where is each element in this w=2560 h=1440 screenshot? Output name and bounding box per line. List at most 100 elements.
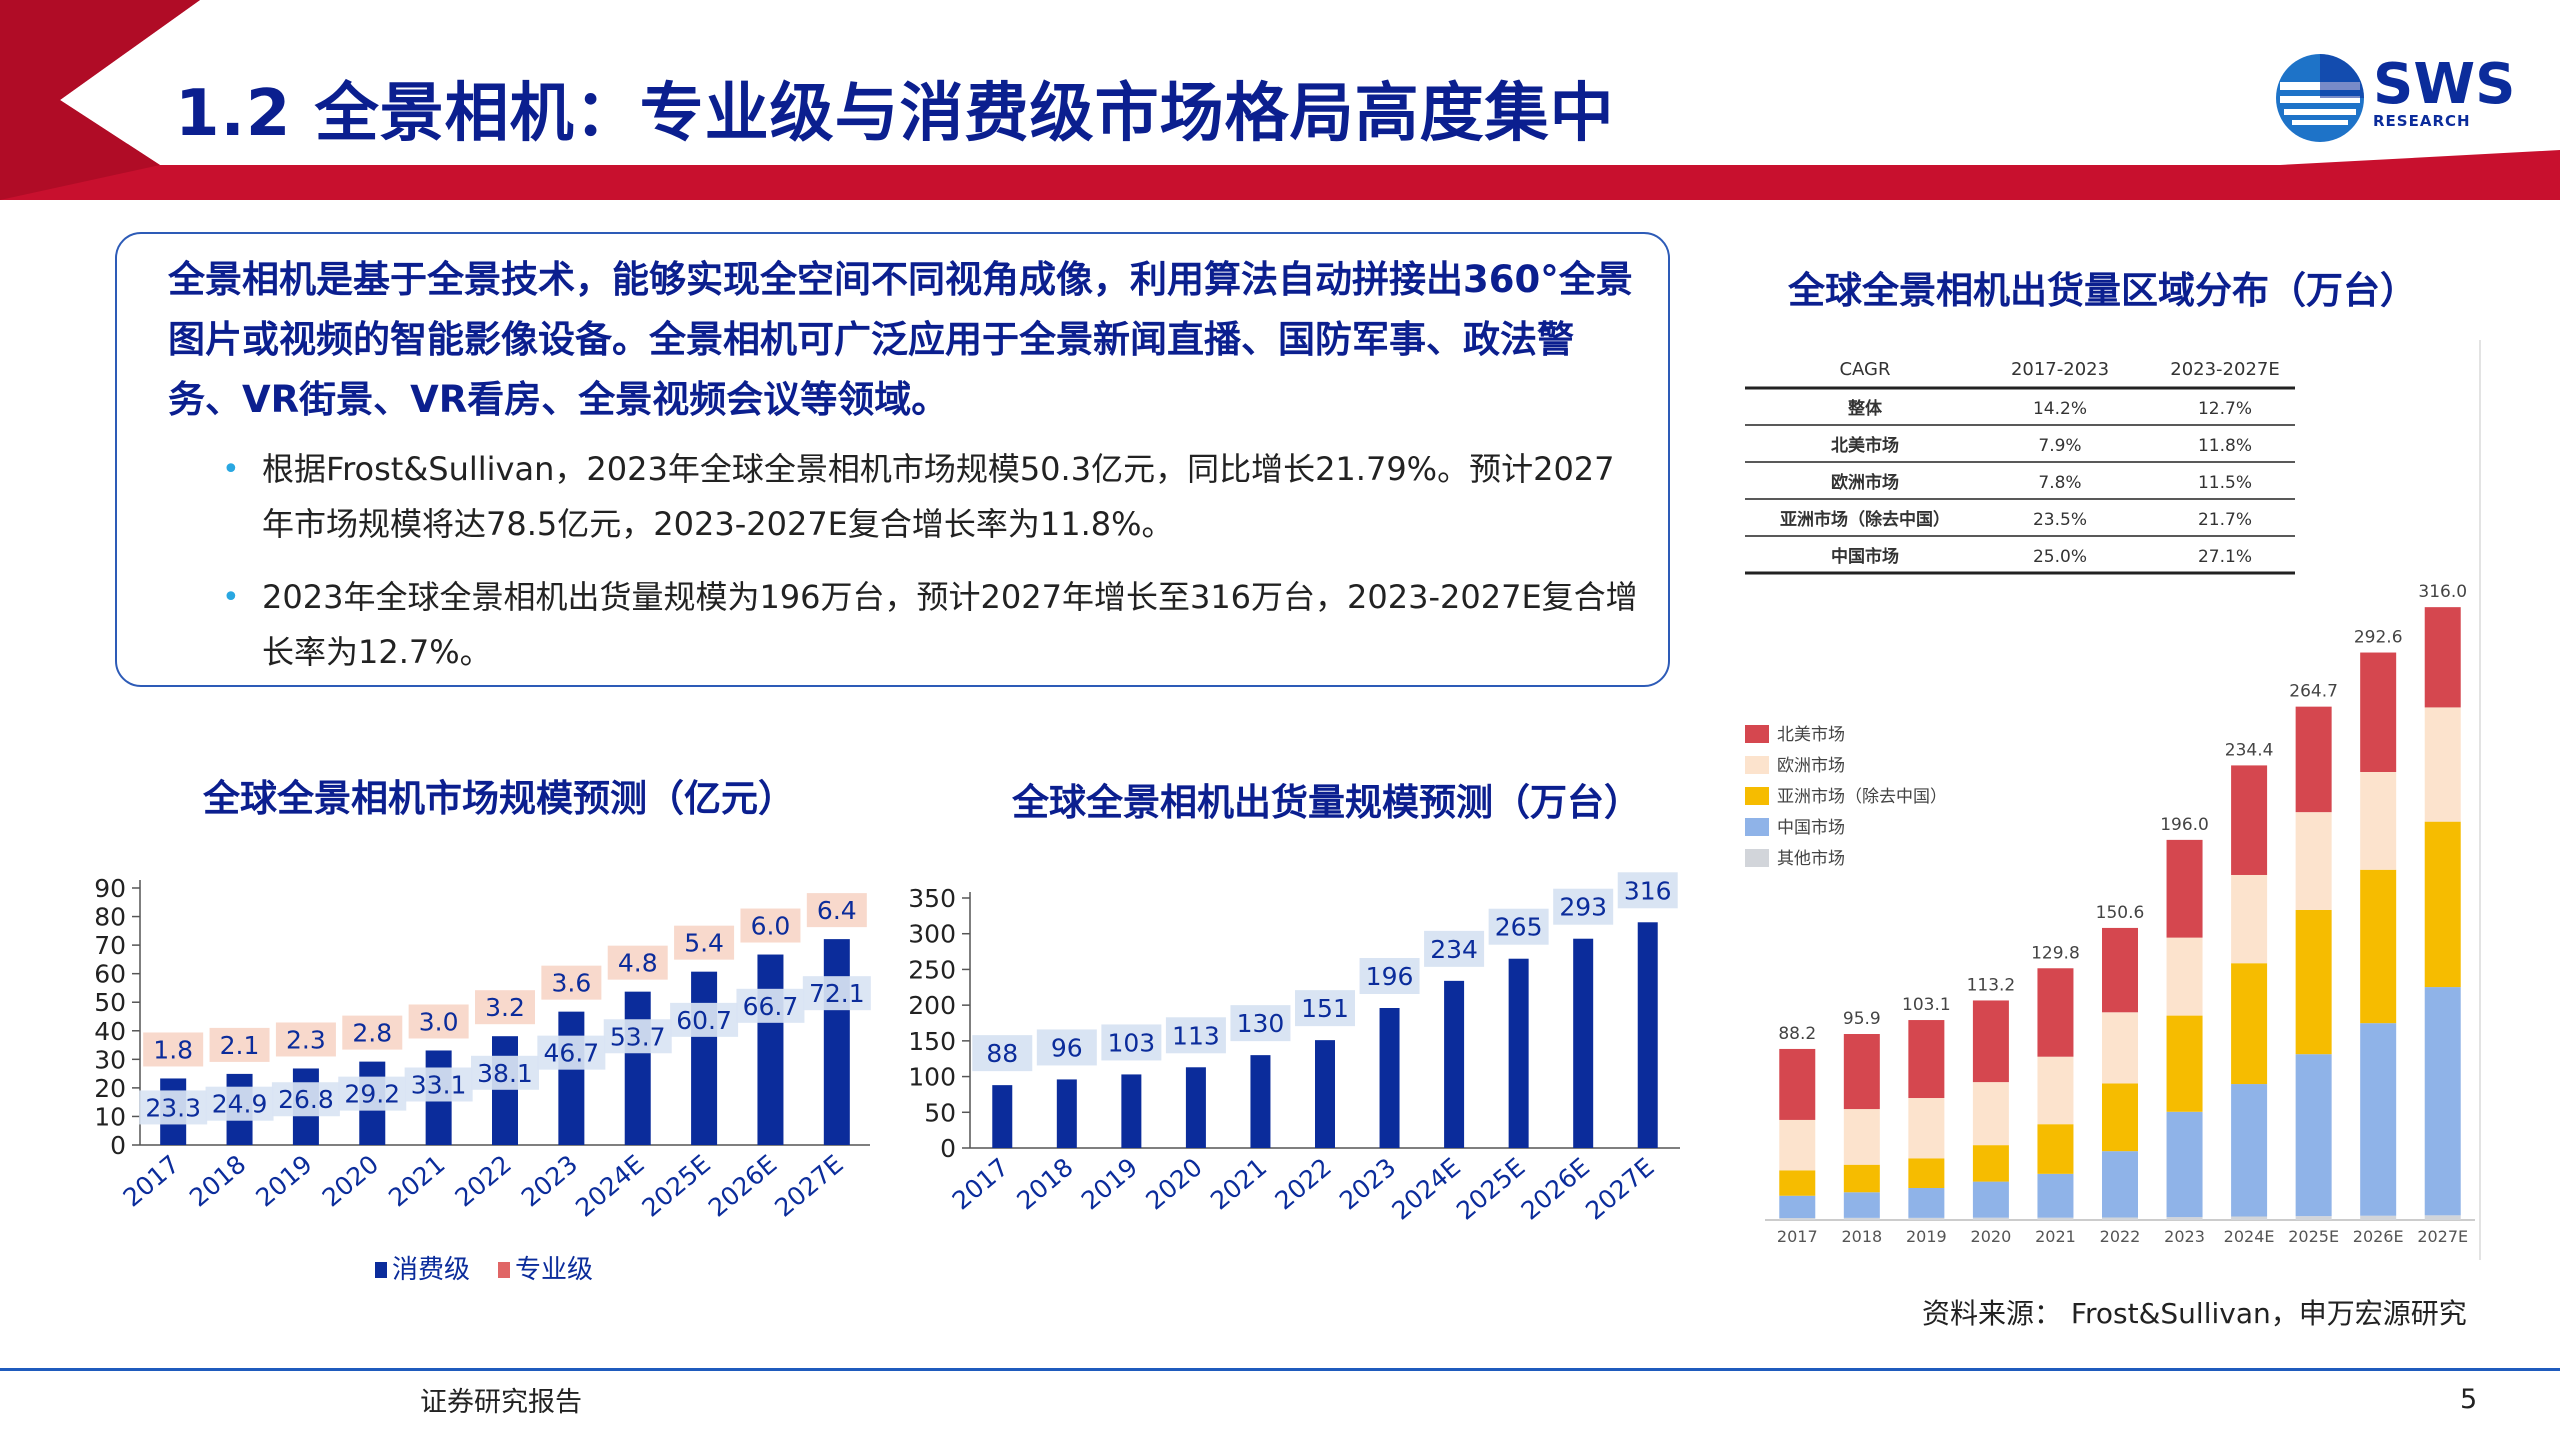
shipment-value-label: 151 xyxy=(1301,994,1349,1023)
cagr-cell: 21.7% xyxy=(2198,510,2252,530)
sws-logo-icon xyxy=(2276,54,2364,142)
cagr-cell: 欧洲市场 xyxy=(1831,472,1899,493)
y-tick-label: 0 xyxy=(110,1131,126,1160)
cagr-cell: 11.5% xyxy=(2198,473,2252,493)
consumer-value-label: 38.1 xyxy=(477,1059,533,1088)
legend-swatch-consumer xyxy=(375,1262,387,1278)
x-tick-label: 2020 xyxy=(317,1149,384,1212)
pro-label-bg xyxy=(674,925,735,960)
shipment-bar xyxy=(1444,980,1465,1148)
stacked-segment xyxy=(2295,909,2332,1055)
stacked-segment xyxy=(2295,812,2332,910)
x-tick-label: 2022 xyxy=(449,1149,516,1212)
stacked-segment xyxy=(2424,1215,2461,1220)
y-tick-label: 50 xyxy=(924,1098,956,1127)
footer-label: 证券研究报告 xyxy=(420,1387,582,1418)
x-tick-label: 2025E xyxy=(2288,1227,2339,1246)
bullet-item: • 根据Frost&Sullivan，2023年全球全景相机市场规模50.3亿元… xyxy=(222,442,1642,552)
stacked-segment xyxy=(2231,1084,2268,1217)
logo-text: SWS xyxy=(2373,52,2516,117)
stacked-segment xyxy=(2360,772,2397,870)
shipment-bar xyxy=(1121,1074,1142,1148)
market-size-chart-title: 全球全景相机市场规模预测（亿元） xyxy=(203,777,795,820)
total-value-label: 150.6 xyxy=(2096,903,2145,923)
consumer-label-bg xyxy=(271,1082,340,1117)
consumer-label-bg xyxy=(404,1067,473,1102)
shipment-label-bg xyxy=(1230,1005,1291,1042)
stacked-segment xyxy=(1972,1082,2009,1146)
consumer-value-label: 26.8 xyxy=(278,1085,334,1114)
cagr-cell: 7.8% xyxy=(2038,473,2081,493)
cagr-cell: 北美市场 xyxy=(1831,435,1899,456)
x-tick-label: 2018 xyxy=(1841,1227,1882,1246)
x-tick-label: 2018 xyxy=(1011,1152,1078,1215)
cagr-cell: 27.1% xyxy=(2198,547,2252,567)
y-tick-label: 50 xyxy=(94,988,126,1017)
total-value-label: 129.8 xyxy=(2031,943,2080,963)
shipment-bar xyxy=(1315,1040,1335,1148)
consumer-label-bg xyxy=(736,988,805,1023)
stacked-segment xyxy=(1908,1217,1945,1220)
x-tick-label: 2026E xyxy=(2353,1227,2404,1246)
legend-label: 中国市场 xyxy=(1777,818,1845,838)
pro-label-bg xyxy=(342,1015,403,1050)
cagr-cell: 23.5% xyxy=(2033,510,2087,530)
y-tick-label: 250 xyxy=(908,955,956,984)
stacked-segment xyxy=(2231,963,2268,1085)
shipment-value-label: 293 xyxy=(1559,893,1607,922)
x-tick-label: 2025E xyxy=(1451,1152,1530,1225)
y-tick-label: 90 xyxy=(94,874,126,903)
x-tick-label: 2018 xyxy=(184,1149,251,1212)
shipment-label-bg xyxy=(1424,930,1485,967)
consumer-label-bg xyxy=(338,1076,407,1111)
x-tick-label: 2022 xyxy=(2100,1227,2141,1246)
stacked-segment xyxy=(2295,1054,2332,1217)
pro-label-bg xyxy=(607,945,668,980)
cagr-cell: 12.7% xyxy=(2198,399,2252,419)
consumer-value-label: 72.1 xyxy=(809,979,865,1008)
cagr-cell: 整体 xyxy=(1848,398,1883,419)
x-tick-label: 2027E xyxy=(1580,1152,1659,1225)
footer-divider xyxy=(0,1368,2560,1371)
y-tick-label: 350 xyxy=(908,884,956,913)
pro-value-label: 3.2 xyxy=(485,993,525,1022)
pro-value-label: 1.8 xyxy=(153,1035,193,1064)
x-tick-label: 2026E xyxy=(1516,1152,1595,1225)
stacked-segment xyxy=(1908,1188,1945,1218)
consumer-value-label: 66.7 xyxy=(743,992,799,1021)
pro-value-label: 6.4 xyxy=(817,896,857,925)
stacked-segment xyxy=(2231,1216,2268,1220)
x-tick-label: 2017 xyxy=(947,1152,1014,1215)
consumer-bar xyxy=(823,939,850,1145)
x-tick-label: 2023 xyxy=(2164,1227,2205,1246)
shipment-value-label: 265 xyxy=(1495,913,1543,942)
stacked-segment xyxy=(2424,607,2461,708)
source-note: 资料来源： Frost&Sullivan，申万宏源研究 xyxy=(1922,1297,2467,1330)
x-tick-label: 2021 xyxy=(1205,1152,1272,1215)
legend-label-pro: 专业级 xyxy=(515,1255,593,1285)
y-tick-label: 100 xyxy=(908,1063,956,1092)
pro-value-label: 3.0 xyxy=(419,1007,459,1036)
shipment-label-bg xyxy=(1295,990,1355,1027)
stacked-segment xyxy=(1972,1181,2009,1218)
consumer-label-bg xyxy=(471,1055,539,1090)
cagr-cell: 中国市场 xyxy=(1831,546,1899,567)
stacked-segment xyxy=(2102,1012,2138,1084)
legend-swatch-pro xyxy=(498,1262,510,1278)
consumer-bar xyxy=(757,954,784,1145)
stacked-segment xyxy=(1843,1192,1880,1218)
stacked-segment xyxy=(1908,1020,1945,1099)
page-title: 1.2 全景相机：专业级与消费级市场格局高度集中 xyxy=(175,77,1615,151)
legend-label: 亚洲市场（除去中国） xyxy=(1777,787,1947,807)
total-value-label: 113.2 xyxy=(1967,975,2016,995)
stacked-segment xyxy=(1843,1034,1880,1110)
total-value-label: 88.2 xyxy=(1778,1024,1816,1044)
stacked-segment xyxy=(2360,1215,2397,1220)
y-tick-label: 30 xyxy=(94,1045,126,1074)
x-tick-label: 2027E xyxy=(2417,1227,2468,1246)
x-tick-label: 2019 xyxy=(250,1149,317,1212)
stacked-segment xyxy=(2360,652,2397,772)
shipment-value-label: 196 xyxy=(1366,962,1414,991)
shipment-bar xyxy=(992,1085,1013,1148)
